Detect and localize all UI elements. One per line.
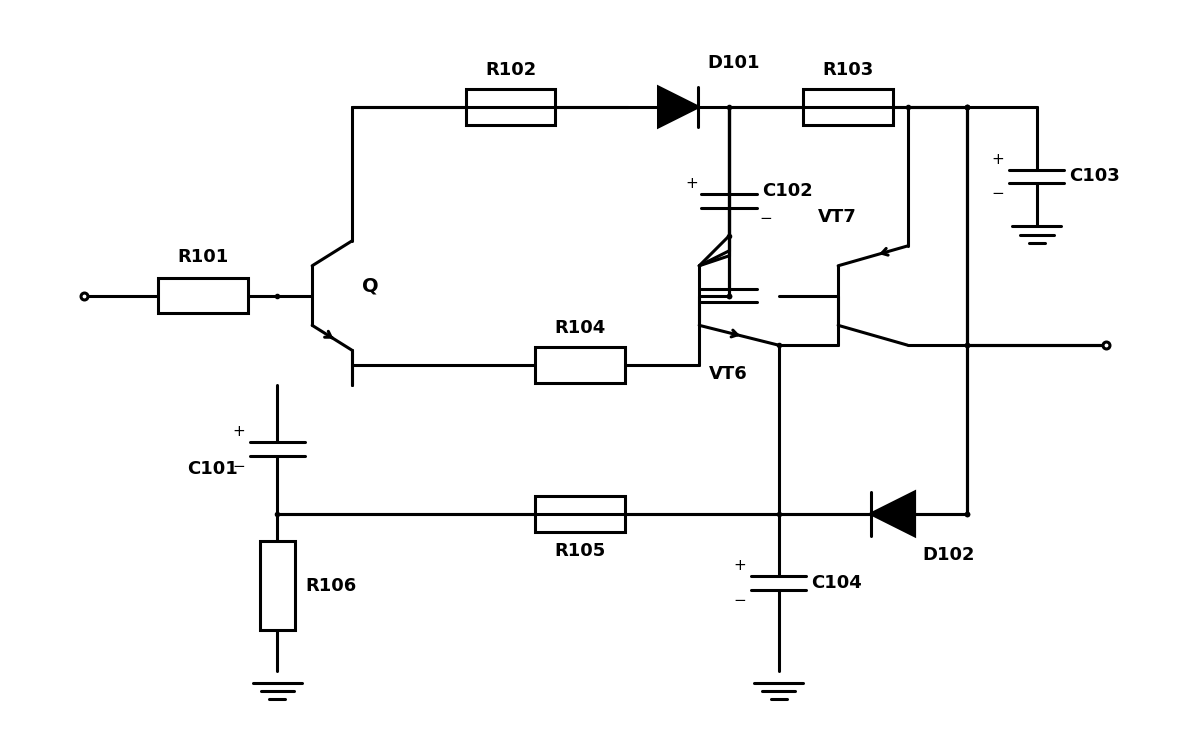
Bar [536,496,625,531]
Text: R104: R104 [555,319,606,337]
Text: D101: D101 [708,54,760,72]
Bar [803,89,892,125]
Text: C102: C102 [762,182,813,201]
Text: Q: Q [362,276,378,295]
Bar [466,89,556,125]
Polygon shape [658,87,699,127]
Text: C104: C104 [812,574,862,592]
Text: −: − [232,459,245,474]
Text: R106: R106 [305,577,357,595]
Text: VT7: VT7 [819,208,857,226]
Text: +: + [733,559,746,573]
Text: D102: D102 [922,545,975,564]
Text: −: − [733,593,746,609]
Text: +: + [685,176,699,191]
Text: +: + [232,424,245,440]
Text: C103: C103 [1070,168,1120,185]
Text: −: − [991,187,1004,201]
Text: R101: R101 [177,248,228,266]
Bar [158,278,248,313]
Text: R103: R103 [822,61,873,79]
Bar [536,347,625,383]
Text: C101: C101 [187,460,238,478]
Text: R105: R105 [555,542,606,559]
Bar [259,541,295,631]
Text: −: − [759,211,772,226]
Text: VT6: VT6 [709,365,747,383]
Text: R102: R102 [486,61,537,79]
Text: +: + [991,151,1004,167]
Polygon shape [871,492,915,536]
